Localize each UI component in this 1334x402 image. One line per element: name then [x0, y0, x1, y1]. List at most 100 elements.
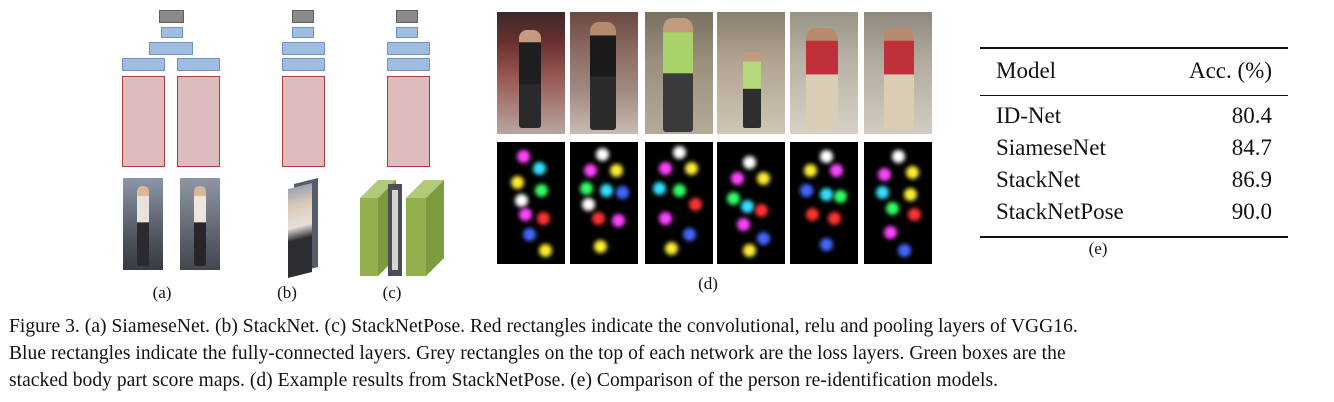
keypoint-blob	[610, 164, 623, 177]
keypoint-blob	[594, 240, 607, 253]
keypoint-blob	[828, 212, 841, 225]
keypoint-blob	[892, 150, 905, 163]
score-map-3	[645, 142, 713, 264]
score-map-5	[790, 142, 858, 264]
keypoint-blob	[757, 232, 770, 245]
table-top-rule	[980, 47, 1288, 49]
panel-label-d: (d)	[698, 274, 718, 293]
model-name: ID-Net	[996, 103, 1062, 128]
keypoint-blob	[665, 242, 678, 255]
score-map-box-front	[406, 198, 426, 276]
keypoint-blob	[830, 164, 843, 177]
table-row: StackNetPose 90.0	[980, 196, 1288, 228]
keypoint-blob	[884, 226, 897, 239]
keypoint-blob	[904, 188, 917, 201]
keypoint-blob	[683, 228, 696, 241]
input-person-image	[180, 178, 220, 270]
person-silhouette	[663, 18, 693, 132]
header-accuracy: Acc. (%)	[1188, 58, 1272, 83]
person-silhouette	[884, 28, 914, 130]
keypoint-blob	[743, 156, 756, 169]
person-silhouette	[519, 30, 541, 128]
keypoint-blob	[878, 168, 891, 181]
person-silhouette	[590, 22, 616, 130]
caption-line-2: Blue rectangles indicate the fully-conne…	[9, 343, 1066, 364]
keypoint-blob	[515, 194, 528, 207]
score-map-6	[864, 142, 932, 264]
loss-layer	[292, 10, 314, 23]
score-map-box-front	[360, 198, 378, 276]
keypoint-blob	[539, 244, 552, 257]
keypoint-blob	[906, 166, 919, 179]
person-silhouette	[392, 190, 398, 270]
table-row: ID-Net 80.4	[980, 100, 1288, 132]
model-name: StackNetPose	[996, 199, 1124, 224]
keypoint-blob	[820, 238, 833, 251]
keypoint-blob	[519, 208, 532, 221]
keypoint-blob	[800, 184, 813, 197]
keypoint-blob	[806, 208, 819, 221]
keypoint-blob	[612, 214, 625, 227]
keypoint-blob	[659, 212, 672, 225]
keypoint-blob	[653, 182, 666, 195]
score-map-box-top	[360, 180, 396, 198]
example-photo-6	[864, 12, 932, 134]
keypoint-blob	[673, 146, 686, 159]
table-row: SiameseNet 84.7	[980, 132, 1288, 164]
keypoint-blob	[596, 148, 609, 161]
table-row: StackNet 86.9	[980, 164, 1288, 196]
keypoint-blob	[673, 184, 686, 197]
keypoint-blob	[834, 190, 847, 203]
loss-layer	[159, 10, 184, 23]
score-map-box-top	[406, 180, 444, 198]
keypoint-blob	[743, 244, 756, 257]
keypoint-blob	[741, 200, 754, 213]
score-map-2	[570, 142, 638, 264]
score-map-4	[717, 142, 785, 264]
keypoint-blob	[511, 176, 524, 189]
results-table-body: ID-Net 80.4 SiameseNet 84.7 StackNet 86.…	[980, 100, 1288, 228]
score-map-1	[497, 142, 565, 264]
keypoint-blob	[535, 184, 548, 197]
example-photo-5	[790, 12, 858, 134]
table-bottom-rule	[980, 236, 1288, 238]
score-map-box-side	[426, 180, 444, 276]
keypoint-blob	[727, 192, 740, 205]
keypoint-blob	[876, 186, 889, 199]
conv-layers-block	[122, 76, 165, 167]
keypoint-blob	[820, 150, 833, 163]
keypoint-blob	[600, 184, 613, 197]
example-photo-1	[497, 12, 565, 134]
results-table: Model Acc. (%)	[980, 55, 1288, 87]
keypoint-blob	[616, 186, 629, 199]
panel-label-e: (e)	[1088, 239, 1108, 258]
model-accuracy: 80.4	[1231, 103, 1272, 128]
model-name: StackNet	[996, 167, 1081, 192]
keypoint-blob	[820, 188, 833, 201]
loss-layer	[396, 10, 418, 23]
example-photo-2	[570, 12, 638, 134]
model-accuracy: 84.7	[1231, 135, 1272, 160]
panel-label-c: (c)	[382, 283, 402, 302]
model-accuracy: 90.0	[1231, 199, 1272, 224]
panel-label-a: (a)	[152, 283, 172, 302]
model-accuracy: 86.9	[1231, 167, 1272, 192]
keypoint-blob	[523, 228, 536, 241]
header-model: Model	[996, 58, 1057, 83]
model-name: SiameseNet	[996, 135, 1106, 160]
fc-layer	[282, 58, 325, 71]
keypoint-blob	[537, 212, 550, 225]
stacked-score-maps-figure	[360, 180, 444, 276]
fc-layer	[122, 58, 165, 71]
panel-label-b: (b)	[277, 283, 297, 302]
fc-layer	[396, 27, 418, 38]
keypoint-blob	[659, 162, 672, 175]
keypoint-blob	[580, 182, 593, 195]
keypoint-blob	[886, 202, 899, 215]
keypoint-blob	[685, 162, 698, 175]
fc-layer	[282, 42, 325, 55]
stacked-input-image-front	[288, 183, 312, 278]
keypoint-blob	[592, 212, 605, 225]
keypoint-blob	[737, 218, 750, 231]
keypoint-blob	[898, 244, 911, 257]
